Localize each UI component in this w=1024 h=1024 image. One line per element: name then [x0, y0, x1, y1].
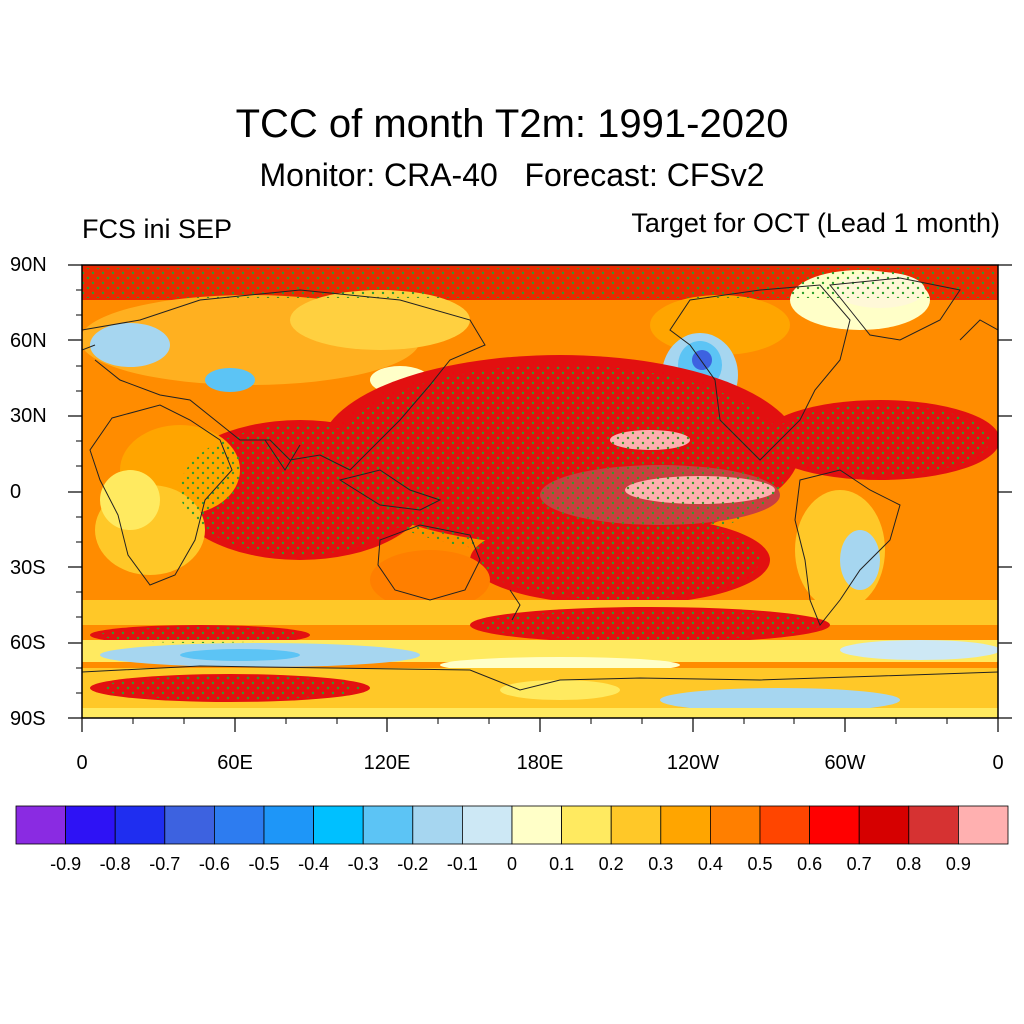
colorbar-swatch [809, 805, 860, 845]
axis-ticks [68, 264, 1012, 732]
colorbar-label: -0.5 [248, 854, 280, 874]
colorbar-swatch [114, 805, 166, 845]
latitude-label: 90N [10, 254, 47, 276]
colorbar-swatch [511, 805, 562, 845]
colorbar-label: 0.7 [846, 854, 872, 874]
colorbar-swatch [858, 805, 910, 845]
latitude-label: 60S [10, 632, 46, 654]
colorbar-label: -0.2 [397, 854, 429, 874]
colorbar-label: 0.4 [697, 854, 723, 874]
latitude-label: 90S [10, 708, 46, 730]
latitude-label: 60N [10, 330, 47, 352]
colorbar-swatch [561, 805, 612, 845]
colorbar-swatch [313, 805, 364, 845]
colorbar-label: -0.9 [50, 854, 82, 874]
colorbar-label: -0.4 [298, 854, 330, 874]
longitude-label: 60W [824, 752, 866, 774]
colorbar-swatch [908, 805, 959, 845]
colorbar-swatch [610, 805, 662, 845]
colorbar-swatch [362, 805, 414, 845]
latitude-label: 30S [10, 557, 46, 579]
longitude-label: 60E [217, 752, 253, 774]
colorbar-swatch [263, 805, 314, 845]
colorbar-label: 0.5 [747, 854, 773, 874]
longitude-label: 120E [363, 752, 411, 774]
latitude-label: 30N [10, 405, 47, 427]
minor-ticks [76, 289, 948, 724]
colorbar-label: -0.1 [446, 854, 478, 874]
colorbar [15, 805, 1009, 845]
colorbar-label: -0.6 [198, 854, 230, 874]
colorbar-swatch [213, 805, 265, 845]
colorbar-label: -0.7 [149, 854, 181, 874]
colorbar-swatch [710, 805, 761, 845]
colorbar-label: -0.8 [99, 854, 131, 874]
colorbar-swatch [461, 805, 513, 845]
colorbar-label: -0.3 [347, 854, 379, 874]
colorbar-label: 0.6 [797, 854, 823, 874]
correlation-field [82, 265, 998, 718]
chart-subtitle: Monitor: CRA-40 Forecast: CFSv2 [259, 157, 765, 193]
longitude-label: 120W [666, 752, 720, 774]
longitude-label: 0 [76, 752, 88, 774]
latitude-label: 0 [10, 481, 22, 503]
colorbar-swatch [412, 805, 463, 845]
target-month-label: Target for OCT (Lead 1 month) [631, 208, 1000, 238]
colorbar-swatch [958, 805, 1009, 845]
initial-month-label: FCS ini SEP [82, 214, 233, 244]
colorbar-swatch [759, 805, 810, 845]
coastlines [82, 277, 998, 691]
longitude-label: 180E [516, 752, 564, 774]
colorbar-swatch [164, 805, 215, 845]
colorbar-label: 0 [506, 854, 517, 874]
colorbar-swatch [660, 805, 711, 845]
colorbar-label: 0.8 [896, 854, 922, 874]
colorbar-label: 0.1 [549, 854, 575, 874]
colorbar-label: 0.2 [598, 854, 624, 874]
colorbar-swatch [15, 805, 66, 845]
colorbar-swatch [65, 805, 116, 845]
colorbar-label: 0.9 [945, 854, 971, 874]
colorbar-label: 0.3 [648, 854, 674, 874]
longitude-label: 0 [992, 752, 1004, 774]
chart-title: TCC of month T2m: 1991-2020 [235, 102, 789, 146]
